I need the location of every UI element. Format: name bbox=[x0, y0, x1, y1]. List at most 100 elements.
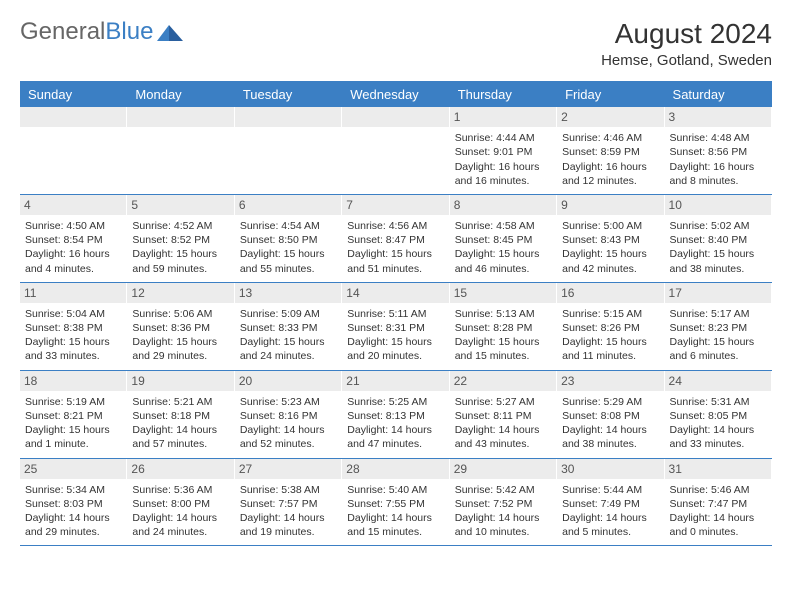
day-number: 6 bbox=[235, 195, 341, 215]
week-row: 11Sunrise: 5:04 AMSunset: 8:38 PMDayligh… bbox=[20, 283, 772, 371]
day-cell: 21 Sunrise: 5:25 AMSunset: 8:13 PMDayligh… bbox=[342, 371, 449, 458]
sunset-text: Sunset: 8:38 PM bbox=[25, 321, 121, 335]
day-cell: 25Sunrise: 5:34 AMSunset: 8:03 PMDayligh… bbox=[20, 459, 127, 546]
day-content: Sunrise: 5:42 AMSunset: 7:52 PMDaylight:… bbox=[455, 483, 551, 540]
weekday-header: Saturday bbox=[665, 82, 772, 107]
day-number: 9 bbox=[557, 195, 663, 215]
day-content: Sunrise: 5:21 AMSunset: 8:18 PMDaylight:… bbox=[132, 395, 228, 452]
daylight-text: Daylight: 16 hours and 4 minutes. bbox=[25, 247, 121, 275]
day-cell: 16 Sunrise: 5:15 AMSunset: 8:26 PMDayligh… bbox=[557, 283, 664, 370]
daylight-text: Daylight: 15 hours and 15 minutes. bbox=[455, 335, 551, 363]
day-cell: 7Sunrise: 4:56 AMSunset: 8:47 PMDaylight… bbox=[342, 195, 449, 282]
day-number: 22 bbox=[450, 371, 556, 391]
day-number: 31 bbox=[665, 459, 771, 479]
day-cell bbox=[20, 107, 127, 194]
day-content: Sunrise: 5:25 AMSunset: 8:13 PMDaylight:… bbox=[347, 395, 443, 452]
day-cell: 6Sunrise: 4:54 AMSunset: 8:50 PMDaylight… bbox=[235, 195, 342, 282]
daylight-text: Daylight: 14 hours and 19 minutes. bbox=[240, 511, 336, 539]
day-content: Sunrise: 4:56 AMSunset: 8:47 PMDaylight:… bbox=[347, 219, 443, 276]
sunrise-text: Sunrise: 5:13 AM bbox=[455, 307, 551, 321]
sunset-text: Sunset: 8:47 PM bbox=[347, 233, 443, 247]
day-content: Sunrise: 5:38 AMSunset: 7:57 PMDaylight:… bbox=[240, 483, 336, 540]
sunrise-text: Sunrise: 5:27 AM bbox=[455, 395, 551, 409]
day-content: Sunrise: 5:23 AMSunset: 8:16 PMDaylight:… bbox=[240, 395, 336, 452]
sunset-text: Sunset: 7:49 PM bbox=[562, 497, 658, 511]
daylight-text: Daylight: 15 hours and 38 minutes. bbox=[670, 247, 766, 275]
sunset-text: Sunset: 8:33 PM bbox=[240, 321, 336, 335]
sunset-text: Sunset: 8:21 PM bbox=[25, 409, 121, 423]
day-content: Sunrise: 5:27 AMSunset: 8:11 PMDaylight:… bbox=[455, 395, 551, 452]
sunset-text: Sunset: 8:05 PM bbox=[670, 409, 766, 423]
day-cell: 17Sunrise: 5:17 AMSunset: 8:23 PMDayligh… bbox=[665, 283, 772, 370]
day-cell: 28Sunrise: 5:40 AMSunset: 7:55 PMDayligh… bbox=[342, 459, 449, 546]
day-content: Sunrise: 5:13 AMSunset: 8:28 PMDaylight:… bbox=[455, 307, 551, 364]
sunrise-text: Sunrise: 5:19 AM bbox=[25, 395, 121, 409]
day-cell: 2Sunrise: 4:46 AMSunset: 8:59 PMDaylight… bbox=[557, 107, 664, 194]
sunrise-text: Sunrise: 5:42 AM bbox=[455, 483, 551, 497]
sunrise-text: Sunrise: 5:21 AM bbox=[132, 395, 228, 409]
day-content: Sunrise: 5:02 AMSunset: 8:40 PMDaylight:… bbox=[670, 219, 766, 276]
sunset-text: Sunset: 8:13 PM bbox=[347, 409, 443, 423]
sunset-text: Sunset: 8:40 PM bbox=[670, 233, 766, 247]
day-content: Sunrise: 4:48 AMSunset: 8:56 PMDaylight:… bbox=[670, 131, 766, 188]
daylight-text: Daylight: 15 hours and 59 minutes. bbox=[132, 247, 228, 275]
day-cell: 29Sunrise: 5:42 AMSunset: 7:52 PMDayligh… bbox=[450, 459, 557, 546]
day-cell bbox=[342, 107, 449, 194]
daylight-text: Daylight: 14 hours and 5 minutes. bbox=[562, 511, 658, 539]
daylight-text: Daylight: 15 hours and 46 minutes. bbox=[455, 247, 551, 275]
sunset-text: Sunset: 8:28 PM bbox=[455, 321, 551, 335]
sunrise-text: Sunrise: 5:40 AM bbox=[347, 483, 443, 497]
day-content: Sunrise: 5:34 AMSunset: 8:03 PMDaylight:… bbox=[25, 483, 121, 540]
day-cell: 26Sunrise: 5:36 AMSunset: 8:00 PMDayligh… bbox=[127, 459, 234, 546]
day-number: 21 bbox=[342, 371, 448, 391]
day-number: 23 bbox=[557, 371, 663, 391]
sunset-text: Sunset: 8:08 PM bbox=[562, 409, 658, 423]
weekday-header: Sunday bbox=[20, 82, 127, 107]
day-number: 28 bbox=[342, 459, 448, 479]
daylight-text: Daylight: 15 hours and 55 minutes. bbox=[240, 247, 336, 275]
daylight-text: Daylight: 15 hours and 33 minutes. bbox=[25, 335, 121, 363]
day-cell: 22 Sunrise: 5:27 AMSunset: 8:11 PMDayligh… bbox=[450, 371, 557, 458]
title-block: August 2024 Hemse, Gotland, Sweden bbox=[601, 18, 772, 69]
sunset-text: Sunset: 8:36 PM bbox=[132, 321, 228, 335]
day-cell: 31Sunrise: 5:46 AMSunset: 7:47 PMDayligh… bbox=[665, 459, 772, 546]
sunset-text: Sunset: 8:18 PM bbox=[132, 409, 228, 423]
daylight-text: Daylight: 14 hours and 33 minutes. bbox=[670, 423, 766, 451]
day-content: Sunrise: 4:50 AMSunset: 8:54 PMDaylight:… bbox=[25, 219, 121, 276]
day-number-empty bbox=[342, 107, 448, 127]
day-number: 5 bbox=[127, 195, 233, 215]
weekday-header: Thursday bbox=[450, 82, 557, 107]
sunset-text: Sunset: 8:16 PM bbox=[240, 409, 336, 423]
daylight-text: Daylight: 14 hours and 38 minutes. bbox=[562, 423, 658, 451]
sunrise-text: Sunrise: 5:34 AM bbox=[25, 483, 121, 497]
day-cell: 3 Sunrise: 4:48 AMSunset: 8:56 PMDaylight… bbox=[665, 107, 772, 194]
day-content: Sunrise: 5:00 AMSunset: 8:43 PMDaylight:… bbox=[562, 219, 658, 276]
week-row: 4Sunrise: 4:50 AMSunset: 8:54 PMDaylight… bbox=[20, 195, 772, 283]
day-cell: 8Sunrise: 4:58 AMSunset: 8:45 PMDaylight… bbox=[450, 195, 557, 282]
day-number: 19 bbox=[127, 371, 233, 391]
logo-text-blue: Blue bbox=[105, 18, 153, 46]
day-content: Sunrise: 5:44 AMSunset: 7:49 PMDaylight:… bbox=[562, 483, 658, 540]
sunset-text: Sunset: 8:31 PM bbox=[347, 321, 443, 335]
day-content: Sunrise: 5:09 AMSunset: 8:33 PMDaylight:… bbox=[240, 307, 336, 364]
day-cell: 13Sunrise: 5:09 AMSunset: 8:33 PMDayligh… bbox=[235, 283, 342, 370]
day-cell bbox=[127, 107, 234, 194]
day-number: 16 bbox=[557, 283, 663, 303]
sunset-text: Sunset: 8:52 PM bbox=[132, 233, 228, 247]
day-number: 3 bbox=[665, 107, 771, 127]
daylight-text: Daylight: 14 hours and 10 minutes. bbox=[455, 511, 551, 539]
sunset-text: Sunset: 8:00 PM bbox=[132, 497, 228, 511]
sunrise-text: Sunrise: 5:11 AM bbox=[347, 307, 443, 321]
sunrise-text: Sunrise: 4:52 AM bbox=[132, 219, 228, 233]
daylight-text: Daylight: 15 hours and 11 minutes. bbox=[562, 335, 658, 363]
day-number: 20 bbox=[235, 371, 341, 391]
sunrise-text: Sunrise: 5:25 AM bbox=[347, 395, 443, 409]
sunset-text: Sunset: 9:01 PM bbox=[455, 145, 551, 159]
sunrise-text: Sunrise: 5:46 AM bbox=[670, 483, 766, 497]
daylight-text: Daylight: 16 hours and 16 minutes. bbox=[455, 160, 551, 188]
daylight-text: Daylight: 14 hours and 47 minutes. bbox=[347, 423, 443, 451]
daylight-text: Daylight: 14 hours and 43 minutes. bbox=[455, 423, 551, 451]
day-content: Sunrise: 5:15 AMSunset: 8:26 PMDaylight:… bbox=[562, 307, 658, 364]
weekday-header: Tuesday bbox=[235, 82, 342, 107]
day-cell: 11Sunrise: 5:04 AMSunset: 8:38 PMDayligh… bbox=[20, 283, 127, 370]
